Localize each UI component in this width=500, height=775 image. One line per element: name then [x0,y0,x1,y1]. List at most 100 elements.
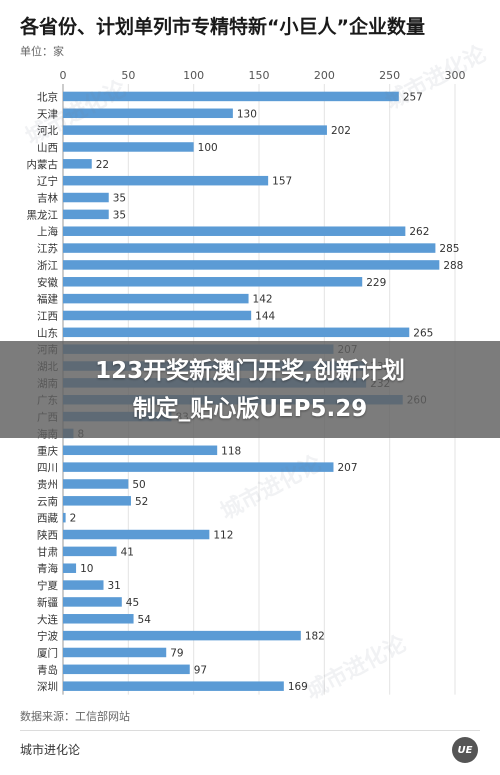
category-label: 宁波 [37,630,58,643]
bar [63,462,334,472]
x-tick-label: 0 [60,69,67,82]
bar [63,125,327,135]
bar [63,327,410,338]
brand-name: 城市进化论 [20,743,81,757]
data-label: 288 [443,260,463,272]
data-label: 265 [413,327,433,339]
brand-logo-icon: UE [452,737,478,763]
category-label: 辽宁 [37,175,58,188]
bar [63,563,77,573]
category-label: 青岛 [37,663,58,676]
bar [63,597,122,607]
bar [63,209,109,220]
bar [63,512,66,523]
data-label: 182 [305,631,325,643]
data-label: 112 [213,530,233,542]
category-label: 天津 [37,108,58,120]
data-label: 229 [366,277,386,289]
category-label: 厦门 [37,646,58,659]
data-label: 144 [255,310,275,322]
category-label: 安徽 [37,276,58,289]
bar [63,91,399,102]
category-label: 江苏 [37,242,58,255]
data-label: 79 [170,647,183,659]
data-label: 54 [138,614,152,626]
data-label: 52 [135,496,148,508]
bar [63,630,301,641]
data-label: 169 [288,681,308,693]
category-label: 内蒙古 [27,158,59,171]
bar [63,159,92,169]
bar [63,226,406,236]
category-label: 贵州 [37,478,58,491]
data-label: 142 [253,294,273,306]
bar [63,546,117,557]
bar [63,260,440,270]
bar [63,681,284,691]
data-label: 35 [113,193,126,205]
data-label: 31 [108,580,121,592]
data-label: 100 [198,142,218,154]
bar [63,293,249,304]
bar [63,445,218,456]
category-label: 江西 [37,310,58,322]
category-label: 山东 [37,326,58,339]
category-label: 新疆 [37,596,58,609]
data-label: 118 [221,445,241,457]
data-label: 157 [272,176,292,188]
x-tick-label: 300 [445,69,466,82]
category-label: 吉林 [37,192,58,205]
category-label: 陕西 [37,529,58,542]
unit-label: 单位：家 [20,45,64,58]
category-label: 西藏 [37,513,58,525]
data-label: 262 [409,226,429,238]
data-label: 202 [331,125,351,137]
chart-title: 各省份、计划单列市专精特新“小巨人”企业数量 [20,16,425,38]
category-label: 山西 [37,142,58,154]
overlay-line-2: 制定_贴心版UEP5.29 [132,395,368,422]
overlay-line-1: 123开奖新澳门开奖,创新计划 [95,357,405,384]
x-tick-label: 150 [249,69,270,82]
category-label: 大连 [37,613,58,626]
category-label: 云南 [37,495,58,508]
footer-divider [20,730,480,731]
category-label: 甘肃 [37,545,58,558]
category-label: 福建 [37,293,58,306]
data-label: 257 [403,91,423,103]
overlay-banner: 123开奖新澳门开奖,创新计划 制定_贴心版UEP5.29 [0,341,500,438]
bar [63,614,134,624]
bar [63,647,167,658]
data-label: 10 [80,563,93,575]
x-tick-label: 100 [183,69,204,82]
category-label: 浙江 [37,260,58,272]
bar [63,529,210,540]
bar [63,175,269,186]
bar [63,479,129,489]
bar [63,108,233,119]
data-label: 207 [337,462,357,474]
data-label: 50 [132,479,145,491]
bar [63,310,252,321]
x-tick-label: 50 [121,69,135,82]
bar [63,580,104,590]
bar [63,664,190,675]
x-tick-label: 200 [314,69,335,82]
data-label: 41 [121,546,134,558]
bar [63,192,109,203]
category-label: 深圳 [37,681,58,693]
category-label: 黑龙江 [27,208,59,221]
bar [63,243,436,253]
category-label: 四川 [37,462,58,474]
category-label: 北京 [37,90,58,103]
data-label: 35 [113,209,126,221]
x-tick-label: 250 [379,69,400,82]
data-label: 22 [96,159,109,171]
category-label: 青海 [37,562,58,575]
data-source: 数据来源：工信部网站 [20,710,130,723]
category-label: 重庆 [37,444,58,457]
bar [63,142,194,152]
data-label: 2 [70,513,77,525]
data-label: 130 [237,108,257,120]
data-label: 45 [126,597,139,609]
bar [63,277,363,287]
